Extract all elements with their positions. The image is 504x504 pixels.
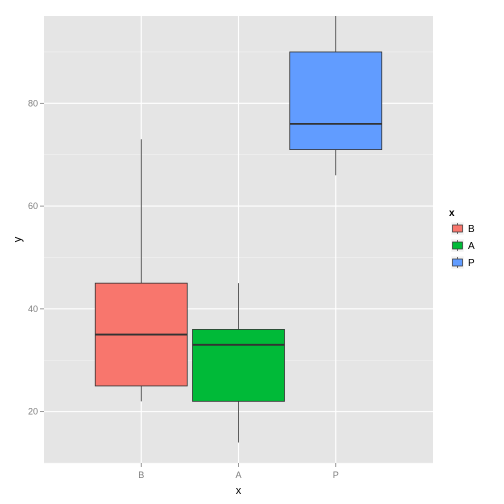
legend-key-box (452, 224, 463, 233)
legend-key-box (452, 241, 463, 250)
x-tick-label: P (333, 470, 339, 480)
legend-item-A: A (450, 238, 475, 253)
y-tick-label: 20 (28, 407, 38, 417)
y-axis: 20 40 60 80 (28, 98, 44, 417)
legend-title: x (449, 208, 455, 219)
y-tick-label: 40 (28, 304, 38, 314)
legend-key-box (452, 258, 463, 267)
legend-label: A (468, 241, 475, 252)
boxes (94, 16, 383, 443)
box-body (289, 51, 383, 150)
x-axis-title: x (236, 485, 242, 497)
y-axis-title: y (12, 236, 24, 242)
x-tick-label: B (138, 470, 144, 480)
y-tick-label: 80 (28, 98, 38, 108)
x-tick-label: A (235, 470, 241, 480)
legend: x BAP (449, 208, 475, 270)
y-tick-label: 60 (28, 201, 38, 211)
legend-label: B (468, 224, 475, 235)
box-B (94, 139, 188, 402)
legend-item-P: P (450, 255, 475, 270)
box-P (289, 16, 383, 176)
box-A (192, 283, 285, 443)
box-body (192, 329, 285, 402)
legend-item-B: B (450, 221, 475, 236)
legend-label: P (468, 258, 475, 269)
